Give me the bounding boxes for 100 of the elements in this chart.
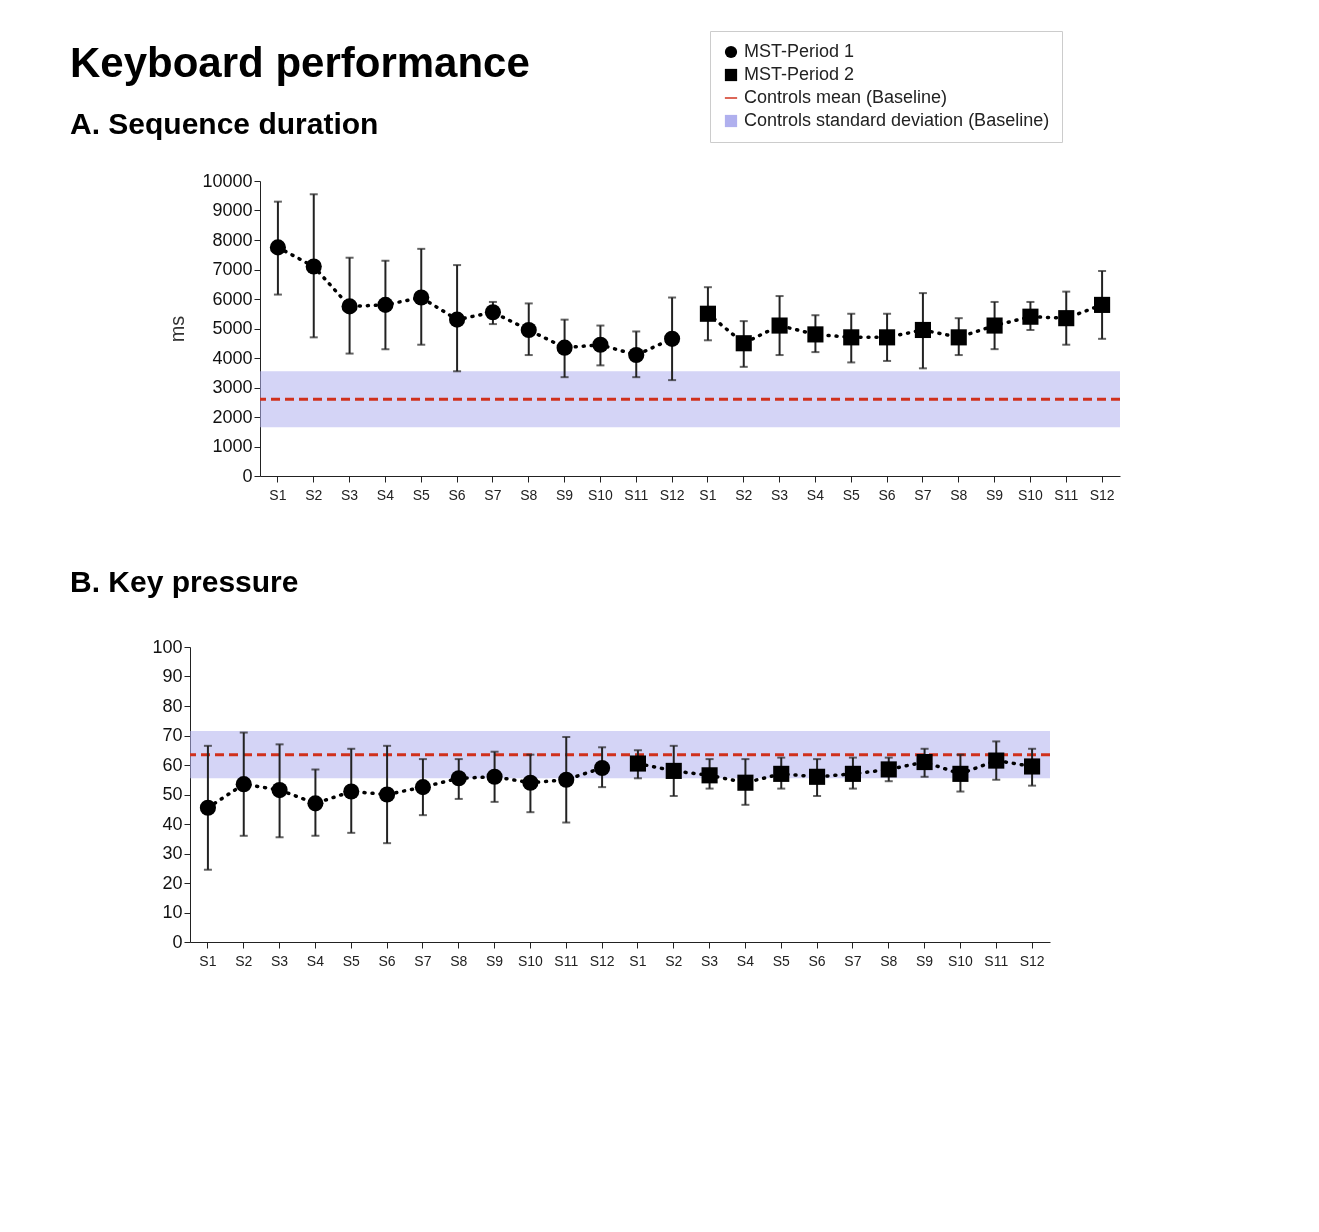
point — [735, 335, 752, 352]
x-tick-label: S8 — [520, 486, 538, 503]
y-tick-label: 5000 — [212, 318, 253, 338]
y-tick-label: 30 — [162, 843, 183, 863]
point — [341, 298, 358, 315]
point — [844, 765, 861, 782]
x-tick-label: S10 — [947, 952, 974, 969]
y-tick-label: 7000 — [212, 259, 253, 279]
point — [629, 755, 646, 772]
point — [305, 258, 322, 275]
y-tick-label: 1000 — [212, 436, 253, 456]
point — [986, 317, 1003, 334]
point — [556, 339, 573, 356]
x-tick-label: S7 — [844, 952, 862, 969]
point — [699, 305, 716, 322]
y-tick-label: 0 — [242, 465, 253, 486]
x-tick-label: S6 — [808, 952, 826, 969]
x-tick-label: S8 — [450, 952, 468, 969]
point — [520, 321, 537, 339]
chart-title: B. Key pressure — [70, 565, 299, 598]
x-tick-label: S4 — [806, 486, 825, 503]
point — [379, 786, 396, 803]
point — [271, 782, 288, 799]
x-tick-label: S6 — [878, 486, 896, 503]
legend-label: Controls standard deviation (Baseline) — [744, 110, 1050, 130]
point — [1024, 758, 1041, 775]
x-tick-label: S1 — [269, 486, 287, 503]
point — [628, 347, 645, 364]
x-tick-label: S11 — [554, 952, 579, 969]
x-tick-label: S9 — [556, 486, 574, 503]
y-tick-label: 6000 — [212, 288, 253, 309]
x-tick-label: S2 — [665, 952, 683, 969]
point — [701, 767, 718, 784]
point — [558, 771, 575, 788]
point — [594, 759, 611, 776]
point — [414, 779, 431, 796]
point — [235, 776, 252, 793]
x-tick-label: S2 — [735, 486, 753, 503]
point — [952, 765, 969, 782]
point — [916, 753, 933, 771]
y-tick-label: 80 — [162, 695, 183, 716]
point — [809, 768, 826, 785]
x-tick-label: S10 — [1017, 486, 1044, 503]
point — [307, 795, 324, 812]
point — [914, 321, 931, 339]
x-tick-label: S12 — [1019, 952, 1045, 969]
x-tick-label: S5 — [772, 952, 791, 969]
point — [880, 761, 897, 778]
x-tick-label: S8 — [880, 952, 898, 969]
point — [665, 762, 682, 779]
y-tick-label: 70 — [162, 725, 183, 745]
point — [737, 774, 754, 791]
y-axis-title: ms — [166, 315, 189, 343]
y-tick-label: 3000 — [212, 377, 253, 397]
x-tick-label: S2 — [305, 486, 323, 503]
x-tick-label: S12 — [659, 486, 685, 503]
x-tick-label: S4 — [736, 952, 755, 969]
point — [377, 296, 394, 313]
y-tick-label: 40 — [162, 813, 183, 834]
x-tick-label: S5 — [342, 952, 361, 969]
x-tick-label: S4 — [376, 486, 395, 503]
point — [486, 768, 503, 785]
x-tick-label: S12 — [1089, 486, 1115, 503]
y-tick-label: 9000 — [212, 200, 253, 220]
legend-label: MST-Period 1 — [744, 41, 855, 61]
chart-subtitle: A. Sequence duration — [70, 106, 379, 140]
point — [413, 289, 430, 306]
legend-label: MST-Period 2 — [744, 64, 855, 84]
point — [988, 752, 1005, 769]
y-tick-label: 8000 — [212, 229, 253, 250]
x-tick-label: S3 — [771, 486, 789, 503]
x-tick-label: S1 — [199, 952, 217, 969]
x-tick-label: S11 — [624, 486, 649, 503]
x-tick-label: S9 — [916, 952, 934, 969]
x-tick-label: S4 — [306, 952, 325, 969]
point — [199, 799, 216, 816]
y-tick-label: 60 — [162, 754, 183, 775]
point — [450, 770, 467, 787]
x-tick-label: S10 — [587, 486, 614, 503]
point — [771, 317, 788, 334]
x-tick-label: S8 — [950, 486, 968, 503]
point — [1022, 308, 1039, 325]
x-tick-label: S1 — [699, 486, 717, 503]
y-tick-label: 10 — [162, 902, 183, 922]
point — [773, 765, 790, 782]
x-tick-label: S5 — [412, 486, 431, 503]
x-tick-label: S3 — [271, 952, 289, 969]
x-tick-label: S6 — [378, 952, 396, 969]
x-tick-label: S5 — [842, 486, 861, 503]
point — [343, 783, 360, 800]
y-tick-label: 50 — [162, 784, 183, 804]
x-tick-label: S3 — [341, 486, 359, 503]
point — [950, 329, 967, 346]
y-tick-label: 0 — [172, 931, 183, 952]
chart-title: Keyboard performance — [70, 38, 530, 86]
x-tick-label: S7 — [414, 952, 432, 969]
x-tick-label: S9 — [486, 952, 504, 969]
y-tick-label: 4000 — [212, 347, 253, 368]
x-tick-label: S2 — [235, 952, 253, 969]
x-tick-label: S9 — [986, 486, 1004, 503]
